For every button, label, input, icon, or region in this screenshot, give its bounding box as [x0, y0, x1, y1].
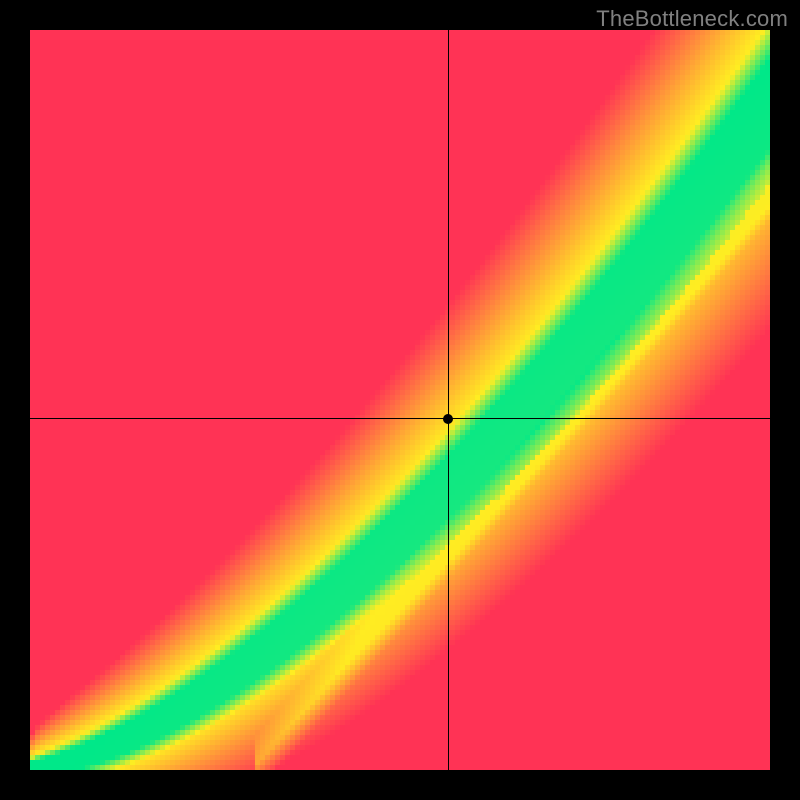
- crosshair-vertical: [448, 30, 449, 770]
- bottleneck-heatmap: [30, 30, 770, 770]
- heatmap-canvas: [30, 30, 770, 770]
- data-point-marker: [443, 414, 453, 424]
- watermark-text: TheBottleneck.com: [596, 6, 788, 32]
- crosshair-horizontal: [30, 418, 770, 419]
